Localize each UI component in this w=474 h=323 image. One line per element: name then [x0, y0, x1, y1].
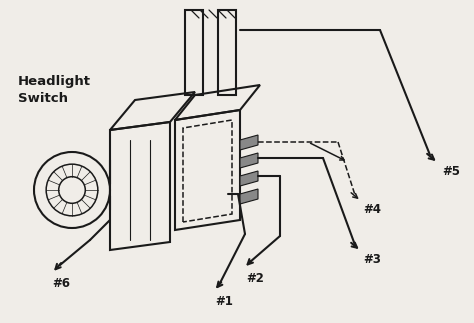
Polygon shape	[240, 171, 258, 186]
Polygon shape	[240, 153, 258, 168]
Text: #5: #5	[442, 165, 460, 178]
Text: #1: #1	[215, 295, 233, 308]
Polygon shape	[240, 189, 258, 204]
Text: Headlight
Switch: Headlight Switch	[18, 75, 91, 105]
Text: #3: #3	[363, 253, 381, 266]
Text: #4: #4	[363, 203, 381, 216]
Text: #2: #2	[246, 272, 264, 285]
Text: #6: #6	[52, 277, 70, 290]
Polygon shape	[240, 135, 258, 150]
